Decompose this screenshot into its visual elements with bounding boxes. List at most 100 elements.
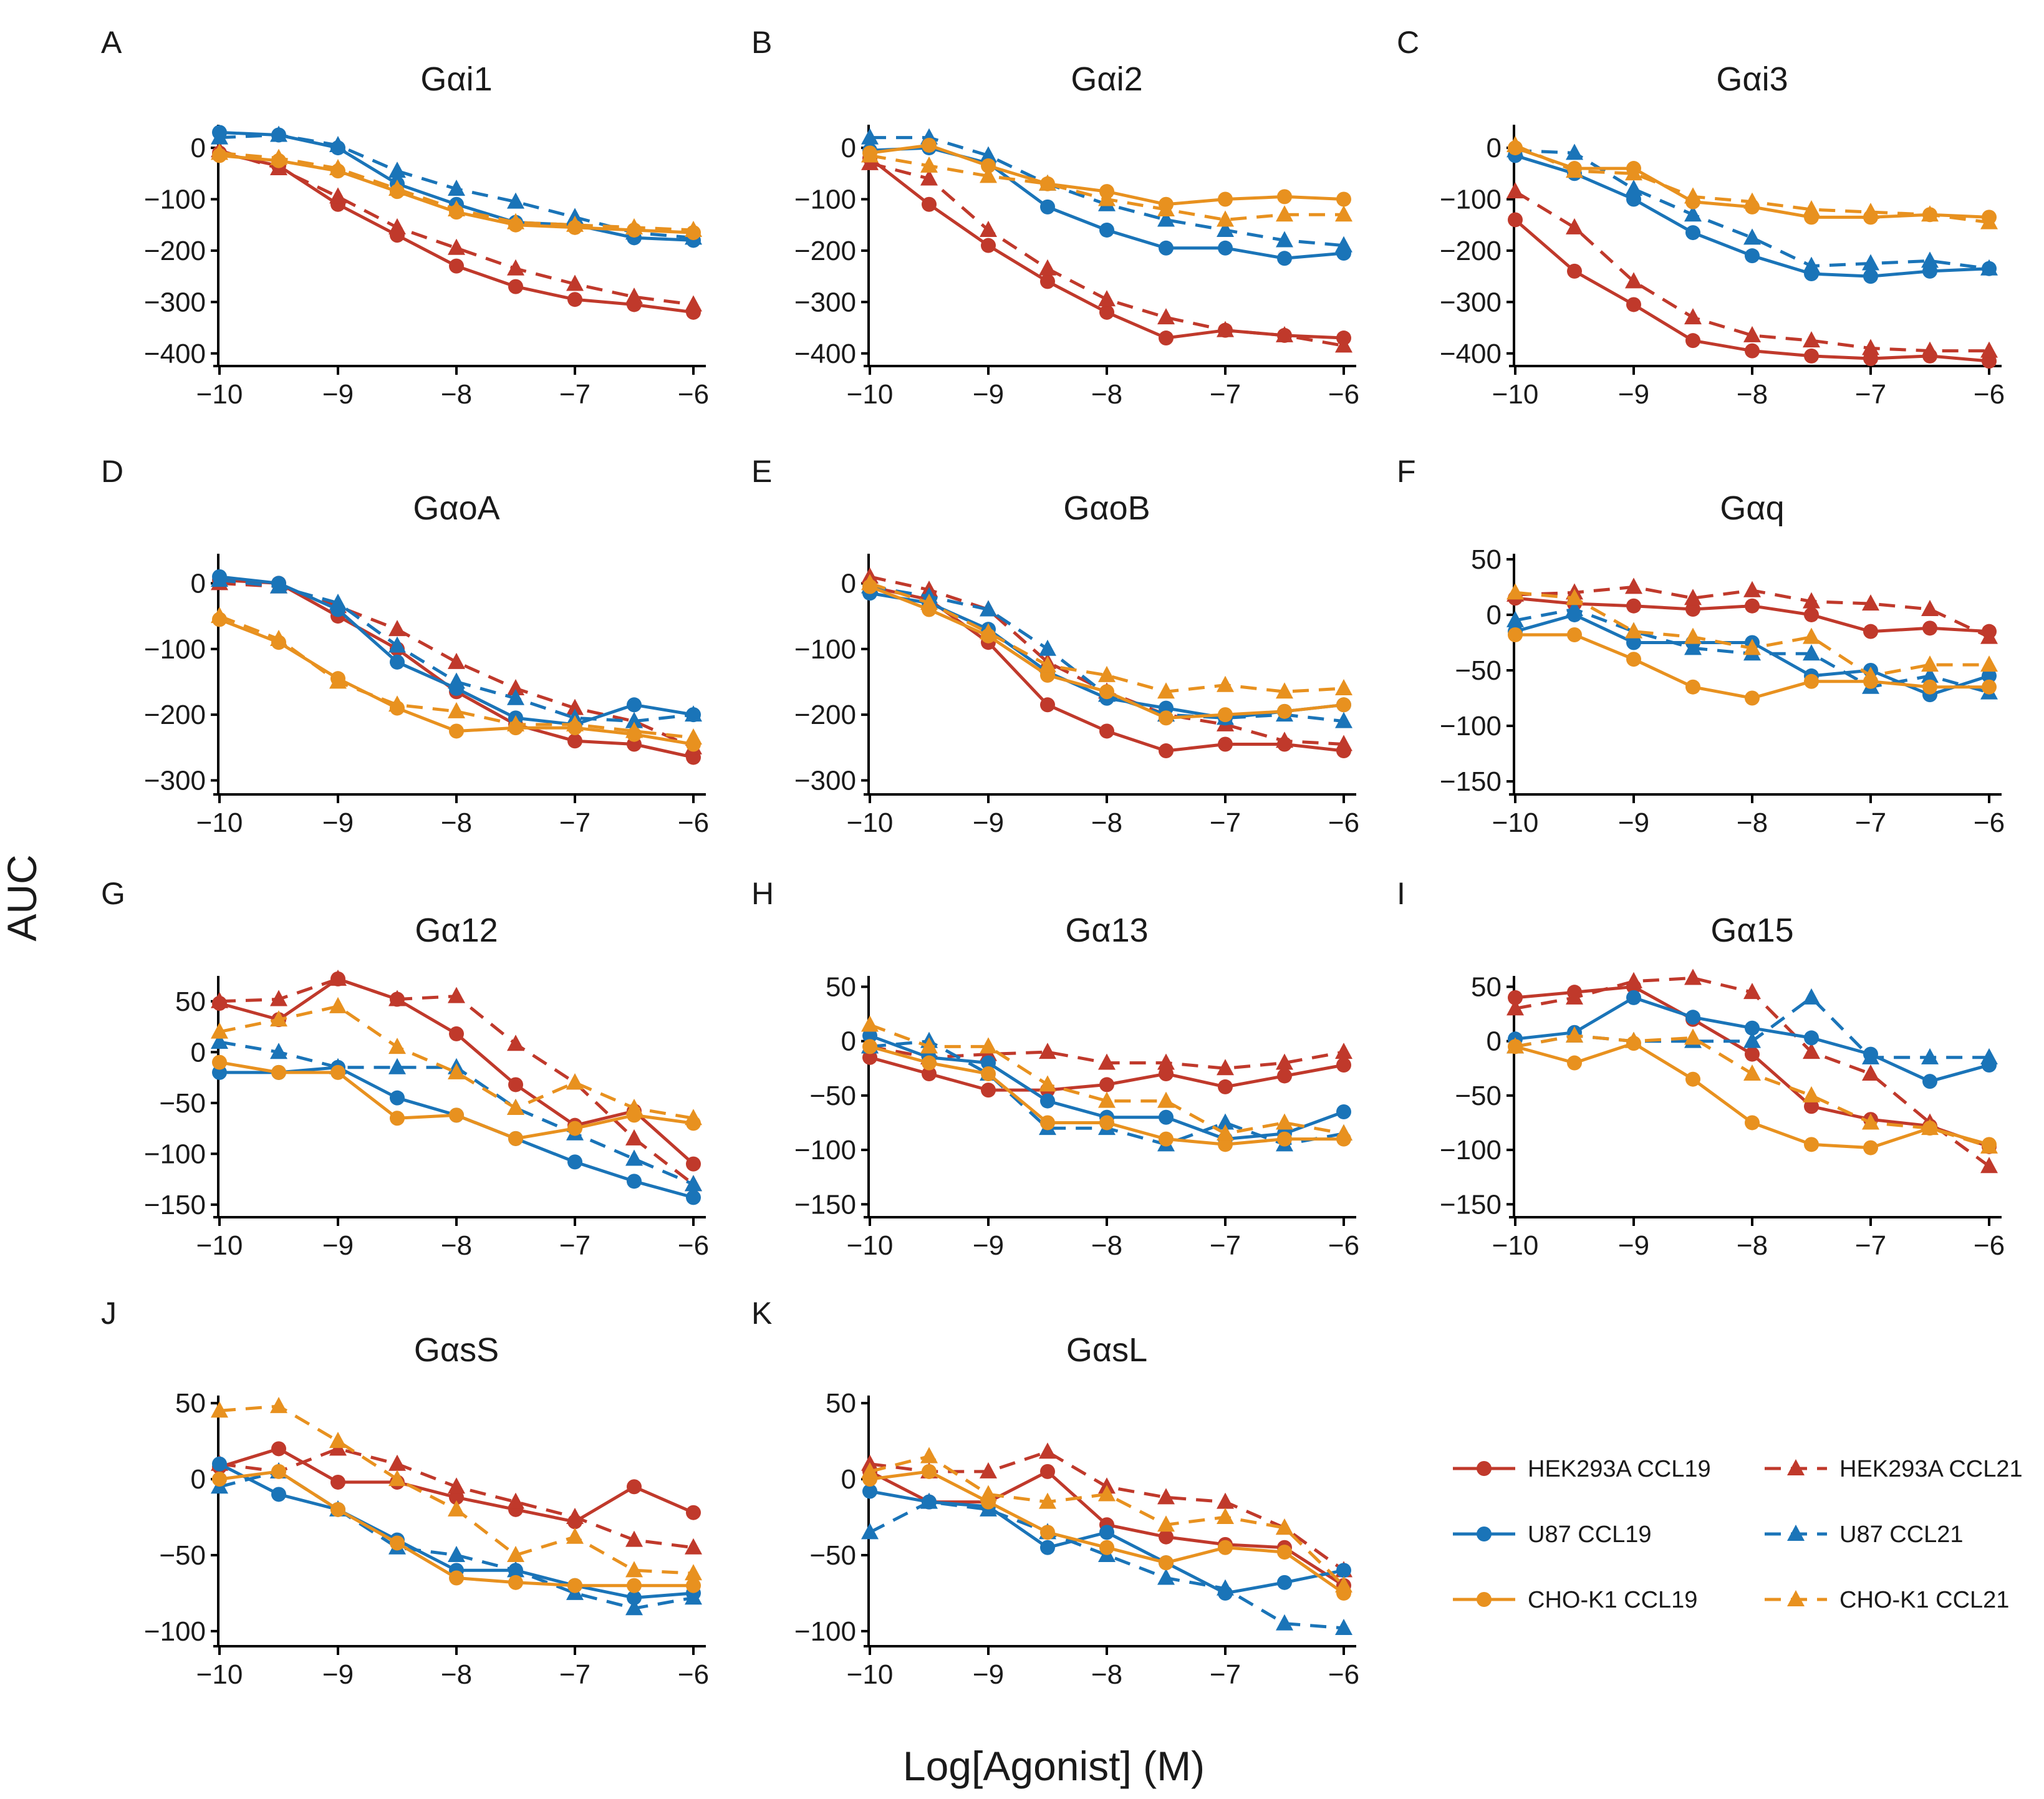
- data-point: [1218, 1540, 1233, 1555]
- data-point: [1335, 205, 1352, 222]
- data-point: [1335, 1576, 1352, 1593]
- x-tick-label: −6: [1974, 1230, 2005, 1261]
- data-point: [1684, 968, 1702, 985]
- data-point: [1159, 1066, 1174, 1081]
- data-point: [507, 213, 524, 229]
- x-tick-label: −7: [559, 808, 591, 838]
- x-tick-label: −9: [322, 808, 354, 838]
- y-tick-label: 50: [826, 972, 856, 1002]
- data-point: [627, 1578, 642, 1593]
- x-tick-label: −9: [973, 1230, 1004, 1261]
- data-point: [1217, 675, 1234, 692]
- global-y-axis-label: AUC: [0, 854, 45, 941]
- x-tick-label: −9: [973, 379, 1004, 410]
- data-point: [1804, 348, 1819, 364]
- data-point: [625, 1561, 643, 1578]
- data-point: [1506, 583, 1524, 600]
- y-tick-label: −50: [159, 1540, 206, 1571]
- data-point: [1804, 607, 1819, 622]
- panel-d: D GαoA 0 −100 −200 −300 −10 −9 −8 −7 −6: [101, 454, 709, 838]
- data-point: [862, 1049, 877, 1065]
- panel-letter: A: [101, 25, 122, 60]
- panel-letter: D: [101, 454, 123, 489]
- y-tick-label: −100: [794, 1135, 856, 1165]
- series-cho-k1-ccl19: [1508, 140, 1997, 225]
- x-tick-label: −10: [196, 379, 243, 410]
- data-point: [1625, 180, 1642, 196]
- legend-label: U87 CCL19: [1528, 1522, 1652, 1548]
- data-point: [448, 702, 465, 718]
- y-tick-label: 0: [841, 1464, 856, 1495]
- data-point: [1863, 1140, 1878, 1155]
- x-tick-label: −9: [322, 1230, 354, 1261]
- data-point: [448, 180, 465, 196]
- data-point: [449, 1026, 464, 1041]
- data-point: [1099, 723, 1114, 739]
- data-point: [329, 135, 347, 152]
- panel-letter: J: [101, 1296, 117, 1331]
- data-point: [1743, 228, 1761, 245]
- data-point: [1336, 1104, 1351, 1120]
- data-point: [1157, 1568, 1175, 1585]
- y-tick-label: 50: [1471, 972, 1502, 1002]
- data-point: [1803, 1086, 1820, 1102]
- data-point: [567, 733, 582, 749]
- data-point: [1508, 990, 1523, 1005]
- data-point: [1098, 1053, 1116, 1070]
- data-point: [270, 148, 287, 165]
- data-point: [1625, 272, 1642, 289]
- y-tick-label: 0: [191, 1464, 206, 1495]
- data-point: [625, 1129, 643, 1145]
- data-point: [1506, 182, 1524, 199]
- x-tick-label: −6: [1974, 808, 2005, 838]
- data-point: [1626, 297, 1641, 312]
- data-point: [448, 1063, 465, 1079]
- data-point: [627, 697, 642, 713]
- data-point: [861, 146, 879, 163]
- series-cho-k1-ccl21: [211, 607, 702, 745]
- y-tick-label: −300: [794, 287, 856, 317]
- series-hek293a-ccl19: [1508, 212, 1997, 369]
- y-tick-label: −100: [794, 1616, 856, 1647]
- data-point: [1862, 254, 1879, 271]
- x-tick-label: −8: [1091, 1230, 1122, 1261]
- y-tick-label: −100: [1440, 1135, 1502, 1165]
- data-point: [1566, 1026, 1583, 1043]
- data-point: [1277, 1068, 1292, 1084]
- data-point: [1276, 1518, 1293, 1535]
- data-point: [1276, 731, 1293, 748]
- data-point: [390, 1111, 405, 1126]
- data-point: [1804, 1137, 1819, 1152]
- series-hek293a-ccl19: [862, 1049, 1351, 1098]
- data-point: [625, 721, 643, 738]
- x-tick-label: −10: [196, 1659, 243, 1690]
- y-tick-label: −150: [794, 1189, 856, 1220]
- data-point: [685, 1109, 702, 1126]
- y-tick-label: −150: [1440, 766, 1502, 797]
- data-point: [1157, 308, 1175, 325]
- data-point: [1803, 200, 1820, 216]
- data-point: [449, 258, 464, 274]
- series-cho-k1-ccl21: [1506, 135, 1998, 229]
- data-point: [1862, 594, 1879, 611]
- x-tick-label: −10: [1492, 808, 1539, 838]
- data-point: [448, 238, 465, 255]
- x-tick-label: −8: [1091, 379, 1122, 410]
- data-point: [1159, 1131, 1174, 1147]
- legend-marker: [1477, 1592, 1492, 1607]
- series-cho-k1-ccl21: [861, 1447, 1352, 1593]
- data-point: [1276, 205, 1293, 222]
- data-point: [270, 1010, 287, 1027]
- series-cho-k1-ccl21: [1506, 583, 1998, 683]
- data-point: [1625, 577, 1642, 594]
- y-tick-label: 50: [826, 1388, 856, 1419]
- data-point: [1921, 251, 1939, 268]
- data-point: [1157, 200, 1175, 216]
- data-point: [685, 705, 702, 722]
- y-tick-label: 0: [1487, 133, 1502, 163]
- y-tick-label: −100: [144, 1616, 206, 1647]
- x-tick-label: −10: [847, 1230, 894, 1261]
- series-cho-k1-ccl21: [211, 1397, 702, 1581]
- data-point: [1157, 682, 1175, 699]
- data-point: [1921, 1119, 1939, 1136]
